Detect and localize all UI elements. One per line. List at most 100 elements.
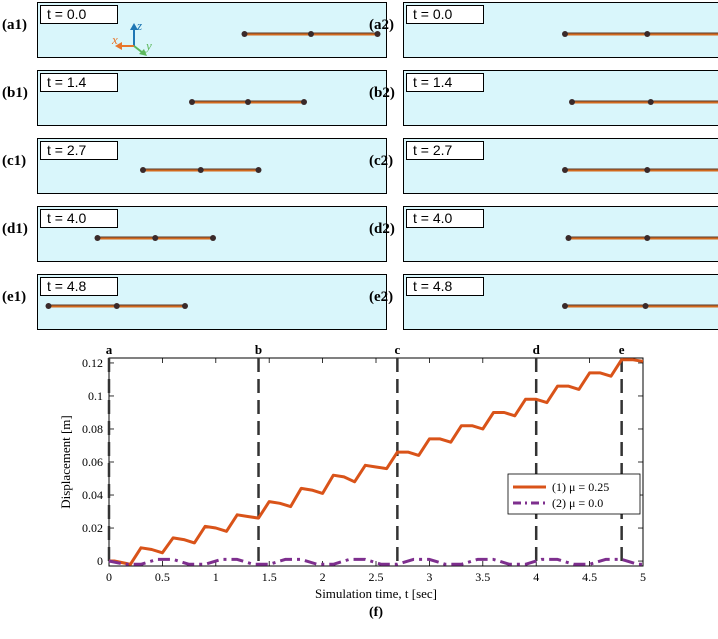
y-tick-label: 0 [97,554,103,568]
time-label: t = 2.7 [406,141,484,160]
rod-drawing [45,303,188,309]
time-marker-label: d [533,342,541,357]
rod-node [182,303,188,309]
rod-node [94,235,101,241]
legend-box [507,473,641,515]
rod-node [565,235,572,241]
snapshot-panel: t = 0.0 [403,2,718,58]
time-marker-label: c [394,342,400,357]
time-label: t = 0.0 [406,5,484,24]
snapshot-panel: t = 2.7 [37,138,387,194]
snapshot-panel: t = 1.4 [403,70,718,126]
x-axis-icon-label: x [111,32,118,47]
rod-node [374,31,381,37]
time-label: t = 0.0 [40,5,118,24]
rod-node [301,99,307,105]
x-tick-label: 2.5 [369,570,384,584]
rod-drawing [189,99,307,105]
x-tick-label: 4.5 [582,570,597,584]
y-axis-label: Displacement [m] [58,415,73,509]
x-tick-label: 5 [640,570,646,584]
rod-drawing [241,31,381,37]
rod-node [197,167,204,173]
rod-node [140,167,146,173]
rod-node [647,99,654,105]
panel-label: (d2) [369,221,395,237]
x-tick-label: 1.5 [262,570,277,584]
y-tick-label: 0.06 [82,455,103,469]
rod-node [644,235,651,241]
rod-drawing [562,31,718,37]
x-tick-label: 3 [426,570,432,584]
rod-node [241,31,248,37]
rod-node [644,31,651,37]
y-tick-label: 0.1 [88,389,103,403]
series-line-1 [109,358,644,566]
rod-node [113,303,120,309]
series-line-2 [108,557,643,566]
x-tick-label: 1 [213,570,219,584]
rod-node [210,235,216,241]
z-arrowhead [130,23,138,30]
panel-label: (c1) [2,153,27,169]
panel-label: (a2) [369,17,394,33]
time-label: t = 4.8 [40,277,118,296]
rod-node [189,99,195,105]
y-axis-icon-label: y [144,38,152,53]
rod-drawing [565,235,718,241]
panel-label: (e2) [369,289,394,305]
time-label: t = 4.0 [406,209,484,228]
snapshot-panel: t = 0.0 z x y [37,2,387,58]
x-tick-label: 0.5 [155,570,170,584]
x-tick-label: 4 [533,570,539,584]
legend-entry: (2) μ = 0.0 [552,496,603,510]
rod-node [255,167,262,173]
rod-node [562,303,568,309]
y-tick-label: 0.04 [82,488,103,502]
rod-node [562,31,568,37]
rod-drawing [94,235,216,241]
x-axis-label: Simulation time, t [sec] [315,586,437,601]
snapshot-panel: t = 4.0 [403,206,718,262]
time-label: t = 1.4 [40,73,118,92]
panel-label: (e1) [2,289,27,305]
time-label: t = 4.8 [406,277,484,296]
chart-plot-area: 0 0.5 1 1.5 2 2.5 3 3.5 4 4.5 5 0 0.02 0.04 0.06 0.08 0.… [82,342,646,584]
rod-node [562,167,568,173]
rod-drawing [562,303,718,309]
x-tick-label: 0 [106,570,112,584]
rod-node [152,235,159,241]
panel-label: (c2) [369,153,394,169]
time-marker-label: b [255,342,262,357]
snapshot-panel: t = 4.8 [403,274,718,330]
rod-drawing [569,99,718,105]
displacement-chart: 0 0.5 1 1.5 2 2.5 3 3.5 4 4.5 5 0 0.02 0.04 0.06 0.08 0.… [58,342,646,620]
rod-node [644,167,651,173]
y-arrowhead [139,49,147,56]
time-label: t = 4.0 [40,209,118,228]
rod-node [308,31,314,37]
y-tick-label: 0.02 [82,521,103,535]
figure-caption: (f) [369,605,383,620]
x-tick-label: 2 [320,570,326,584]
snapshot-panel: t = 1.4 [37,70,387,126]
x-tick-label: 3.5 [475,570,490,584]
rod-node [45,303,52,309]
panel-label: (d1) [2,221,28,237]
rod-node [245,99,251,105]
time-marker-label: a [106,342,113,357]
snapshot-panel: t = 2.7 [403,138,718,194]
panel-label: (b1) [2,85,28,101]
snapshot-panel: t = 4.0 [37,206,387,262]
legend-entry: (1) μ = 0.25 [552,480,609,494]
rod-node [642,303,649,309]
y-tick-label: 0.08 [82,422,103,436]
time-label: t = 1.4 [406,73,484,92]
rod-drawing [140,167,262,173]
coordinate-axes-icon: z x y [111,18,152,56]
rod-drawing [562,167,718,173]
snapshot-panel: t = 4.8 [37,274,387,330]
rod-node [569,99,575,105]
x-arrowhead [115,42,122,50]
